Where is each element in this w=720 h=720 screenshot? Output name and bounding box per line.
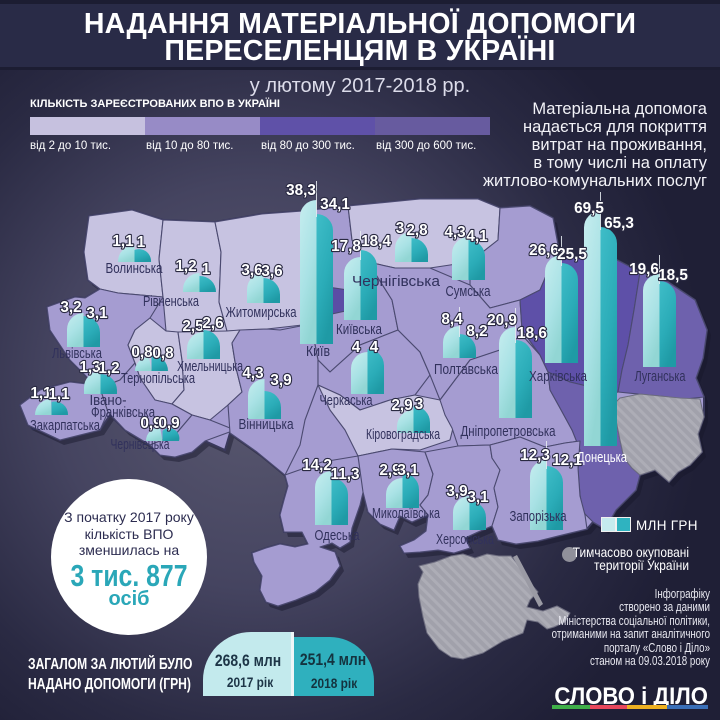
svg-text:Закарпатська: Закарпатська (30, 418, 101, 434)
svg-text:14,2: 14,2 (302, 457, 332, 474)
svg-text:Вінницька: Вінницька (239, 417, 295, 433)
svg-text:4: 4 (370, 339, 379, 356)
svg-text:Харківська: Харківська (529, 369, 588, 385)
svg-text:4,1: 4,1 (466, 228, 488, 245)
svg-text:1: 1 (202, 261, 211, 278)
svg-text:12,3: 12,3 (520, 447, 550, 464)
svg-text:2,9: 2,9 (379, 462, 400, 479)
svg-text:69,5: 69,5 (574, 200, 604, 217)
svg-text:20,9: 20,9 (487, 312, 517, 329)
svg-text:Чернівецька: Чернівецька (111, 437, 171, 453)
svg-text:Дніпропетровська: Дніпропетровська (461, 424, 557, 440)
svg-text:3,1: 3,1 (86, 305, 108, 322)
svg-text:Кіровоградська: Кіровоградська (366, 427, 441, 443)
svg-text:Волинська: Волинська (106, 261, 164, 277)
svg-text:Сумська: Сумська (446, 284, 492, 300)
svg-text:2,8: 2,8 (406, 222, 428, 239)
svg-text:2,6: 2,6 (202, 315, 223, 332)
svg-text:1,2: 1,2 (175, 258, 196, 275)
svg-text:17,8: 17,8 (331, 238, 361, 255)
svg-text:3,9: 3,9 (270, 372, 291, 389)
svg-text:1,3: 1,3 (79, 359, 100, 376)
svg-text:Черкаська: Черкаська (320, 393, 374, 409)
svg-text:3,1: 3,1 (397, 462, 419, 479)
svg-text:3,1: 3,1 (467, 489, 489, 506)
svg-text:Івано-: Івано- (90, 393, 127, 409)
svg-text:1,1: 1,1 (48, 386, 70, 403)
svg-text:4,3: 4,3 (242, 365, 263, 382)
svg-text:8,4: 8,4 (441, 311, 463, 328)
svg-text:Рівненська: Рівненська (143, 294, 200, 310)
svg-text:3,9: 3,9 (446, 483, 467, 500)
svg-text:0,8: 0,8 (131, 344, 153, 361)
svg-text:11,3: 11,3 (331, 466, 360, 483)
svg-text:26,6: 26,6 (529, 242, 559, 259)
svg-text:3,6: 3,6 (261, 263, 282, 280)
svg-text:8,2: 8,2 (466, 323, 487, 340)
svg-text:Донецька: Донецька (577, 450, 628, 466)
svg-text:4,3: 4,3 (444, 224, 465, 241)
svg-text:Полтавська: Полтавська (434, 362, 499, 378)
svg-text:19,6: 19,6 (629, 261, 659, 278)
svg-text:34,1: 34,1 (320, 196, 350, 213)
svg-text:2,5: 2,5 (182, 318, 204, 335)
svg-text:Херсонська: Херсонська (436, 532, 495, 548)
svg-text:1,1: 1,1 (112, 233, 134, 250)
svg-text:18,6: 18,6 (517, 325, 547, 342)
svg-text:3,6: 3,6 (241, 262, 262, 279)
svg-text:18,5: 18,5 (658, 267, 688, 284)
svg-text:65,3: 65,3 (604, 215, 634, 232)
svg-text:3: 3 (415, 396, 424, 413)
svg-text:0,8: 0,8 (152, 345, 174, 362)
svg-text:2,9: 2,9 (391, 397, 412, 414)
svg-text:38,3: 38,3 (286, 182, 316, 199)
svg-text:Луганська: Луганська (635, 369, 687, 385)
svg-text:1,1: 1,1 (30, 385, 52, 402)
svg-text:Чернігівська: Чернігівська (352, 274, 441, 290)
svg-text:Житомирська: Житомирська (226, 305, 298, 321)
svg-text:Миколаївська: Миколаївська (372, 506, 441, 522)
svg-text:Франківська: Франківська (91, 405, 156, 421)
svg-text:12,1: 12,1 (552, 452, 582, 469)
svg-text:0,9: 0,9 (158, 415, 179, 432)
svg-text:1,2: 1,2 (98, 360, 119, 377)
svg-text:Тернопільська: Тернопільська (121, 371, 196, 387)
svg-text:Одеська: Одеська (315, 528, 361, 544)
svg-text:Хмельницька: Хмельницька (177, 359, 244, 375)
svg-text:1: 1 (137, 234, 146, 251)
svg-text:Львівська: Львівська (52, 346, 103, 362)
svg-text:0,9: 0,9 (140, 415, 161, 432)
svg-text:3,2: 3,2 (60, 299, 81, 316)
svg-text:3: 3 (396, 220, 405, 237)
svg-text:4: 4 (352, 339, 361, 356)
svg-text:25,5: 25,5 (557, 246, 587, 263)
svg-text:Київська: Київська (336, 322, 383, 338)
svg-text:Київ: Київ (306, 344, 330, 360)
svg-text:Запорізька: Запорізька (510, 509, 568, 525)
svg-text:18,4: 18,4 (361, 233, 391, 250)
